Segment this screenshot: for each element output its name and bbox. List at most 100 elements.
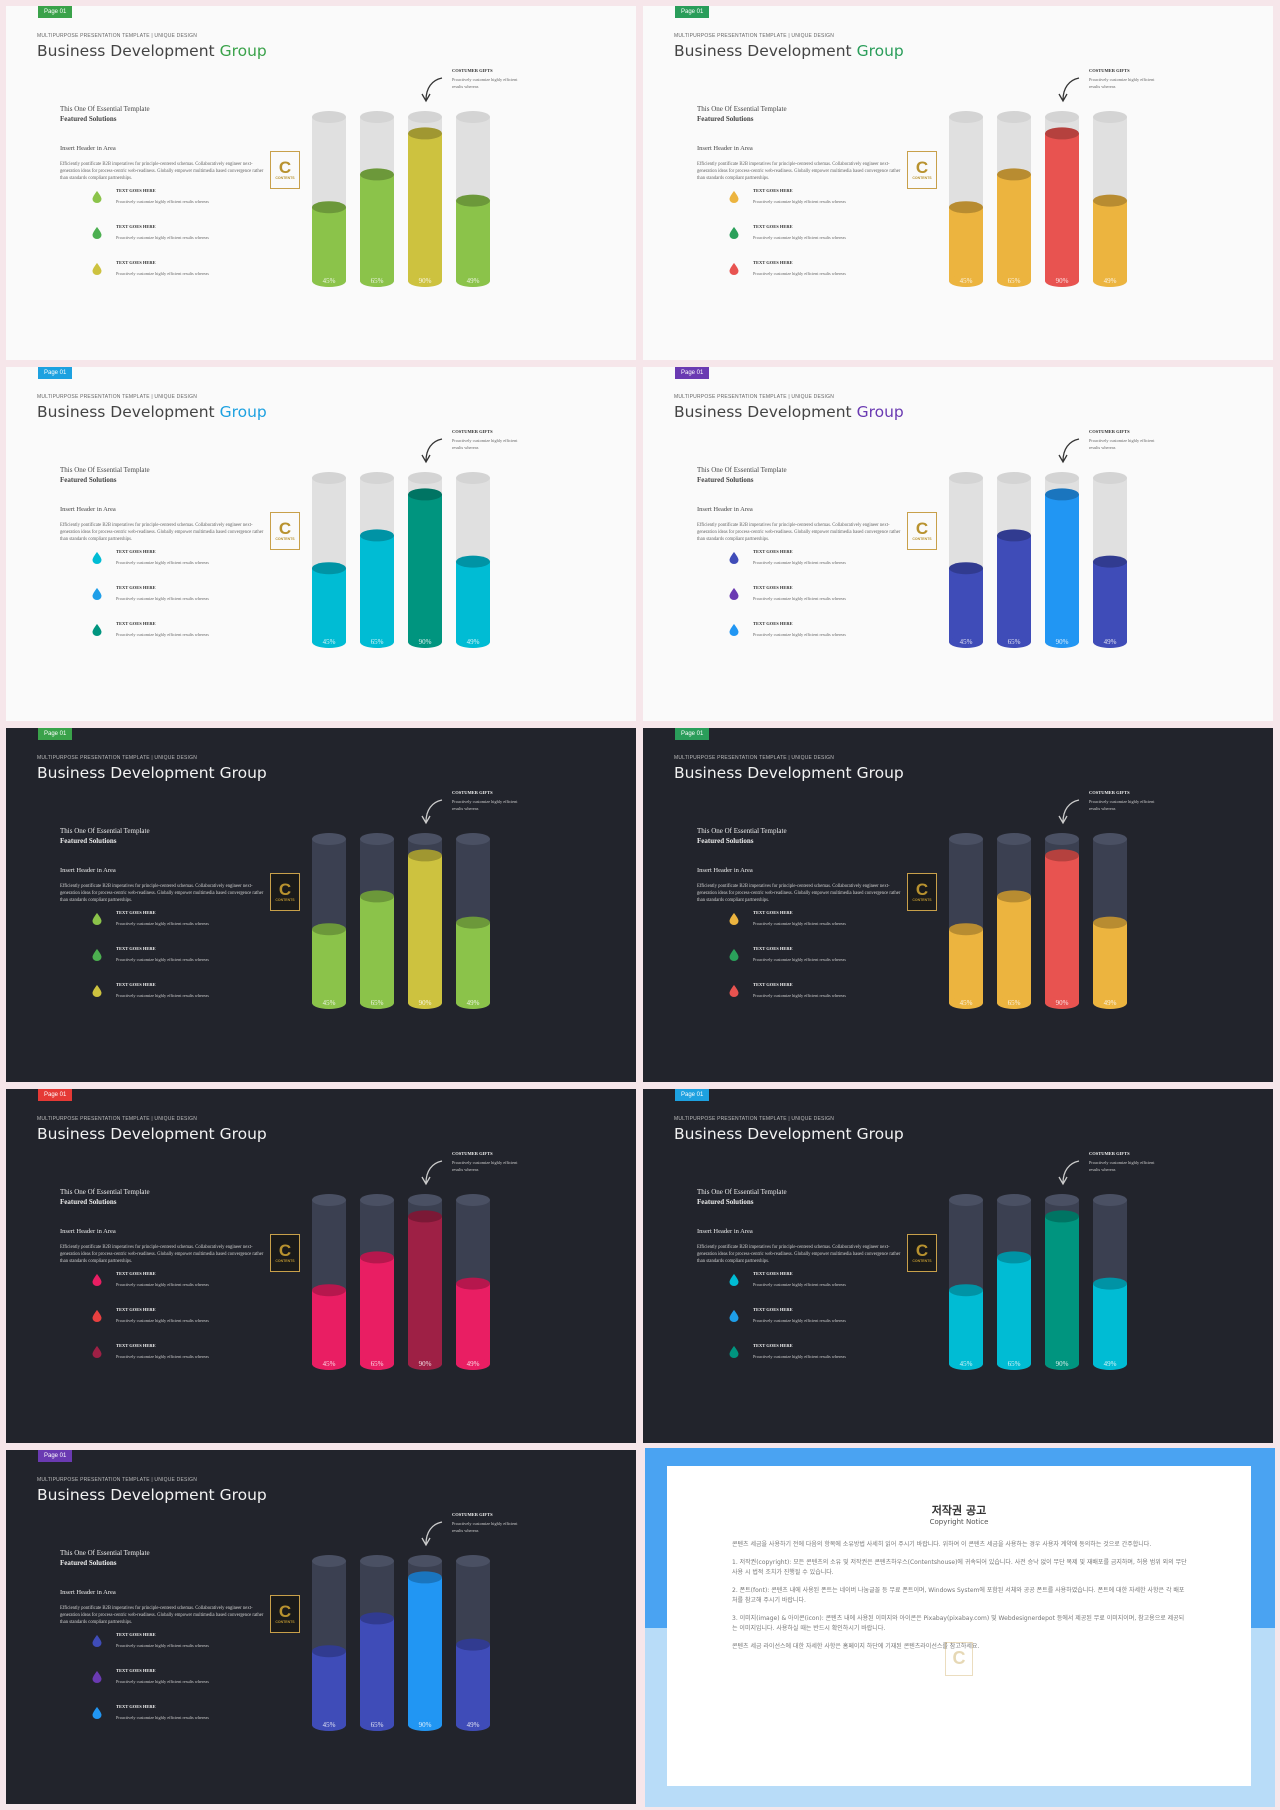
customer-gifts: COSTUMER GIFTS Proactively customize high… — [1089, 790, 1159, 812]
water-drop-icon — [729, 913, 739, 925]
supertitle: MULTIPURPOSE PRESENTATION TEMPLATE | UNI… — [37, 1477, 198, 1483]
water-drop-icon — [92, 1671, 102, 1683]
cylinder-bar: 65% — [360, 111, 394, 287]
water-drop-icon — [92, 588, 102, 600]
bar-label: 49% — [1104, 277, 1117, 285]
contents-logo-icon: C CONTENTS — [270, 873, 300, 911]
subhead-line1: This One Of Essential Template — [60, 466, 150, 474]
bar-label: 90% — [419, 1721, 432, 1729]
customer-gifts: COSTUMER GIFTS Proactively customize high… — [452, 68, 522, 90]
logo-letter: C — [278, 1602, 292, 1621]
subhead-line1: This One Of Essential Template — [697, 105, 787, 113]
copyright-notice-slide: 저작권 공고 Copyright Notice 콘텐츠 세금을 사용하기 전에 … — [645, 1448, 1275, 1807]
water-drop-icon — [92, 1635, 102, 1647]
insert-header: Insert Header in Area — [697, 506, 753, 513]
cylinder-chart: 45% 65% 90% 49% — [312, 1555, 490, 1731]
water-drop-icon — [92, 1310, 102, 1322]
supertitle: MULTIPURPOSE PRESENTATION TEMPLATE | UNI… — [37, 394, 198, 400]
subhead-line1: This One Of Essential Template — [697, 827, 787, 835]
cylinder-bar: 90% — [1045, 472, 1079, 648]
subhead-line1: This One Of Essential Template — [60, 105, 150, 113]
title-accent: Group — [856, 403, 904, 421]
cylinder-bar: 45% — [312, 833, 346, 1009]
cylinder-chart: 45% 65% 90% 49% — [949, 111, 1127, 287]
bullet-title: TEXT GOES HERE — [116, 1271, 156, 1276]
bar-label: 90% — [419, 999, 432, 1007]
bar-label: 45% — [323, 1360, 336, 1368]
subhead-line1: This One Of Essential Template — [60, 827, 150, 835]
gift-title: COSTUMER GIFTS — [1089, 68, 1130, 73]
customer-gifts: COSTUMER GIFTS Proactively customize high… — [452, 429, 522, 451]
slide-7: Page 01 MULTIPURPOSE PRESENTATION TEMPLAT… — [6, 1089, 636, 1443]
bar-label: 90% — [1056, 638, 1069, 646]
contents-logo-icon: C CONTENTS — [270, 512, 300, 550]
bar-label: 65% — [371, 277, 384, 285]
gift-title: COSTUMER GIFTS — [452, 68, 493, 73]
gift-title: COSTUMER GIFTS — [1089, 1151, 1130, 1156]
bar-label: 49% — [467, 1721, 480, 1729]
cylinder-bar: 49% — [456, 1555, 490, 1731]
bullet-title: TEXT GOES HERE — [116, 910, 156, 915]
bullet-desc: Proactively customize highly efficient r… — [116, 596, 209, 601]
title-accent: Group — [856, 42, 904, 60]
cylinder-bar: 45% — [949, 833, 983, 1009]
logo-letter: C — [278, 158, 292, 177]
bar-label: 45% — [323, 1721, 336, 1729]
subhead: This One Of Essential Template Featured S… — [697, 465, 787, 485]
supertitle: MULTIPURPOSE PRESENTATION TEMPLATE | UNI… — [674, 755, 835, 761]
bar-label: 45% — [960, 999, 973, 1007]
bullet-desc: Proactively customize highly efficient r… — [753, 1318, 846, 1323]
bar-label: 90% — [1056, 999, 1069, 1007]
gift-title: COSTUMER GIFTS — [1089, 790, 1130, 795]
cylinder-bar: 90% — [1045, 111, 1079, 287]
gift-title: COSTUMER GIFTS — [1089, 429, 1130, 434]
curved-arrow-icon — [1058, 799, 1080, 825]
title-accent: Group — [219, 1125, 267, 1143]
logo-text: CONTENTS — [275, 176, 295, 180]
body-paragraph: Efficiently pontificate B2B imperatives … — [697, 162, 901, 181]
gift-desc: Proactively customize highly efficient r… — [452, 799, 518, 811]
subhead-line1: This One Of Essential Template — [697, 1188, 787, 1196]
customer-gifts: COSTUMER GIFTS Proactively customize high… — [1089, 1151, 1159, 1173]
subhead-line2: Featured Solutions — [60, 476, 117, 484]
bullet-desc: Proactively customize highly efficient r… — [116, 632, 209, 637]
bullet-title: TEXT GOES HERE — [116, 1307, 156, 1312]
gift-desc: Proactively customize highly efficient r… — [452, 77, 518, 89]
curved-arrow-icon — [421, 77, 443, 103]
gift-desc: Proactively customize highly efficient r… — [1089, 799, 1155, 811]
water-drop-icon — [729, 1310, 739, 1322]
bullet-title: TEXT GOES HERE — [753, 260, 793, 265]
supertitle: MULTIPURPOSE PRESENTATION TEMPLATE | UNI… — [674, 33, 835, 39]
water-drop-icon — [92, 985, 102, 997]
slide-3: Page 01 MULTIPURPOSE PRESENTATION TEMPLAT… — [6, 367, 636, 721]
bar-label: 90% — [419, 1360, 432, 1368]
insert-header: Insert Header in Area — [60, 506, 116, 513]
bullet-desc: Proactively customize highly efficient r… — [116, 199, 209, 204]
bullet-title: TEXT GOES HERE — [116, 585, 156, 590]
bar-label: 45% — [960, 1360, 973, 1368]
supertitle: MULTIPURPOSE PRESENTATION TEMPLATE | UNI… — [37, 33, 198, 39]
title-main: Business Development — [674, 403, 852, 421]
slide-9: Page 01 MULTIPURPOSE PRESENTATION TEMPLAT… — [6, 1450, 636, 1804]
page-tag: Page 01 — [675, 367, 710, 379]
bar-label: 49% — [467, 277, 480, 285]
bullet-title: TEXT GOES HERE — [116, 1632, 156, 1637]
bullet-desc: Proactively customize highly efficient r… — [116, 1715, 209, 1720]
bullet-desc: Proactively customize highly efficient r… — [116, 560, 209, 565]
water-drop-icon — [729, 552, 739, 564]
subhead-line2: Featured Solutions — [697, 476, 754, 484]
water-drop-icon — [92, 1274, 102, 1286]
bullet-title: TEXT GOES HERE — [753, 946, 793, 951]
gift-desc: Proactively customize highly efficient r… — [452, 1160, 518, 1172]
bar-label: 90% — [419, 638, 432, 646]
insert-header: Insert Header in Area — [60, 1228, 116, 1235]
bar-label: 49% — [467, 638, 480, 646]
bullet-desc: Proactively customize highly efficient r… — [116, 1643, 209, 1648]
bullet-desc: Proactively customize highly efficient r… — [753, 993, 846, 998]
bar-label: 65% — [1008, 638, 1021, 646]
bar-label: 45% — [960, 277, 973, 285]
svg-text:C: C — [953, 1648, 966, 1668]
bar-label: 65% — [1008, 277, 1021, 285]
logo-letter: C — [915, 158, 929, 177]
contents-logo-icon: C CONTENTS — [907, 873, 937, 911]
